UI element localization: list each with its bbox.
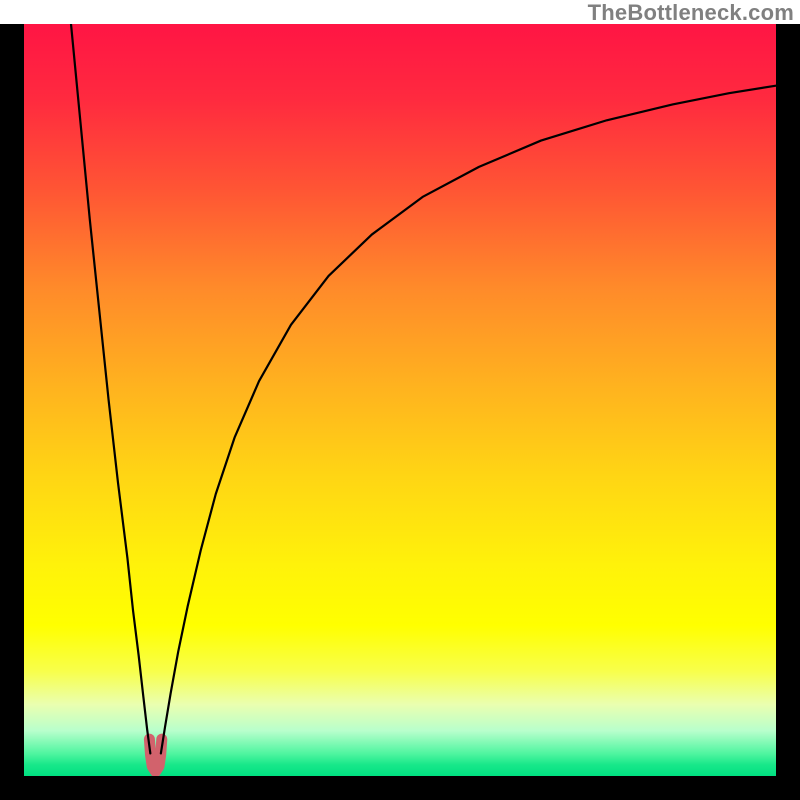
watermark-text: TheBottleneck.com [588, 0, 794, 26]
plot-svg [24, 24, 776, 776]
stage: TheBottleneck.com [0, 0, 800, 800]
plot-background [24, 24, 776, 776]
